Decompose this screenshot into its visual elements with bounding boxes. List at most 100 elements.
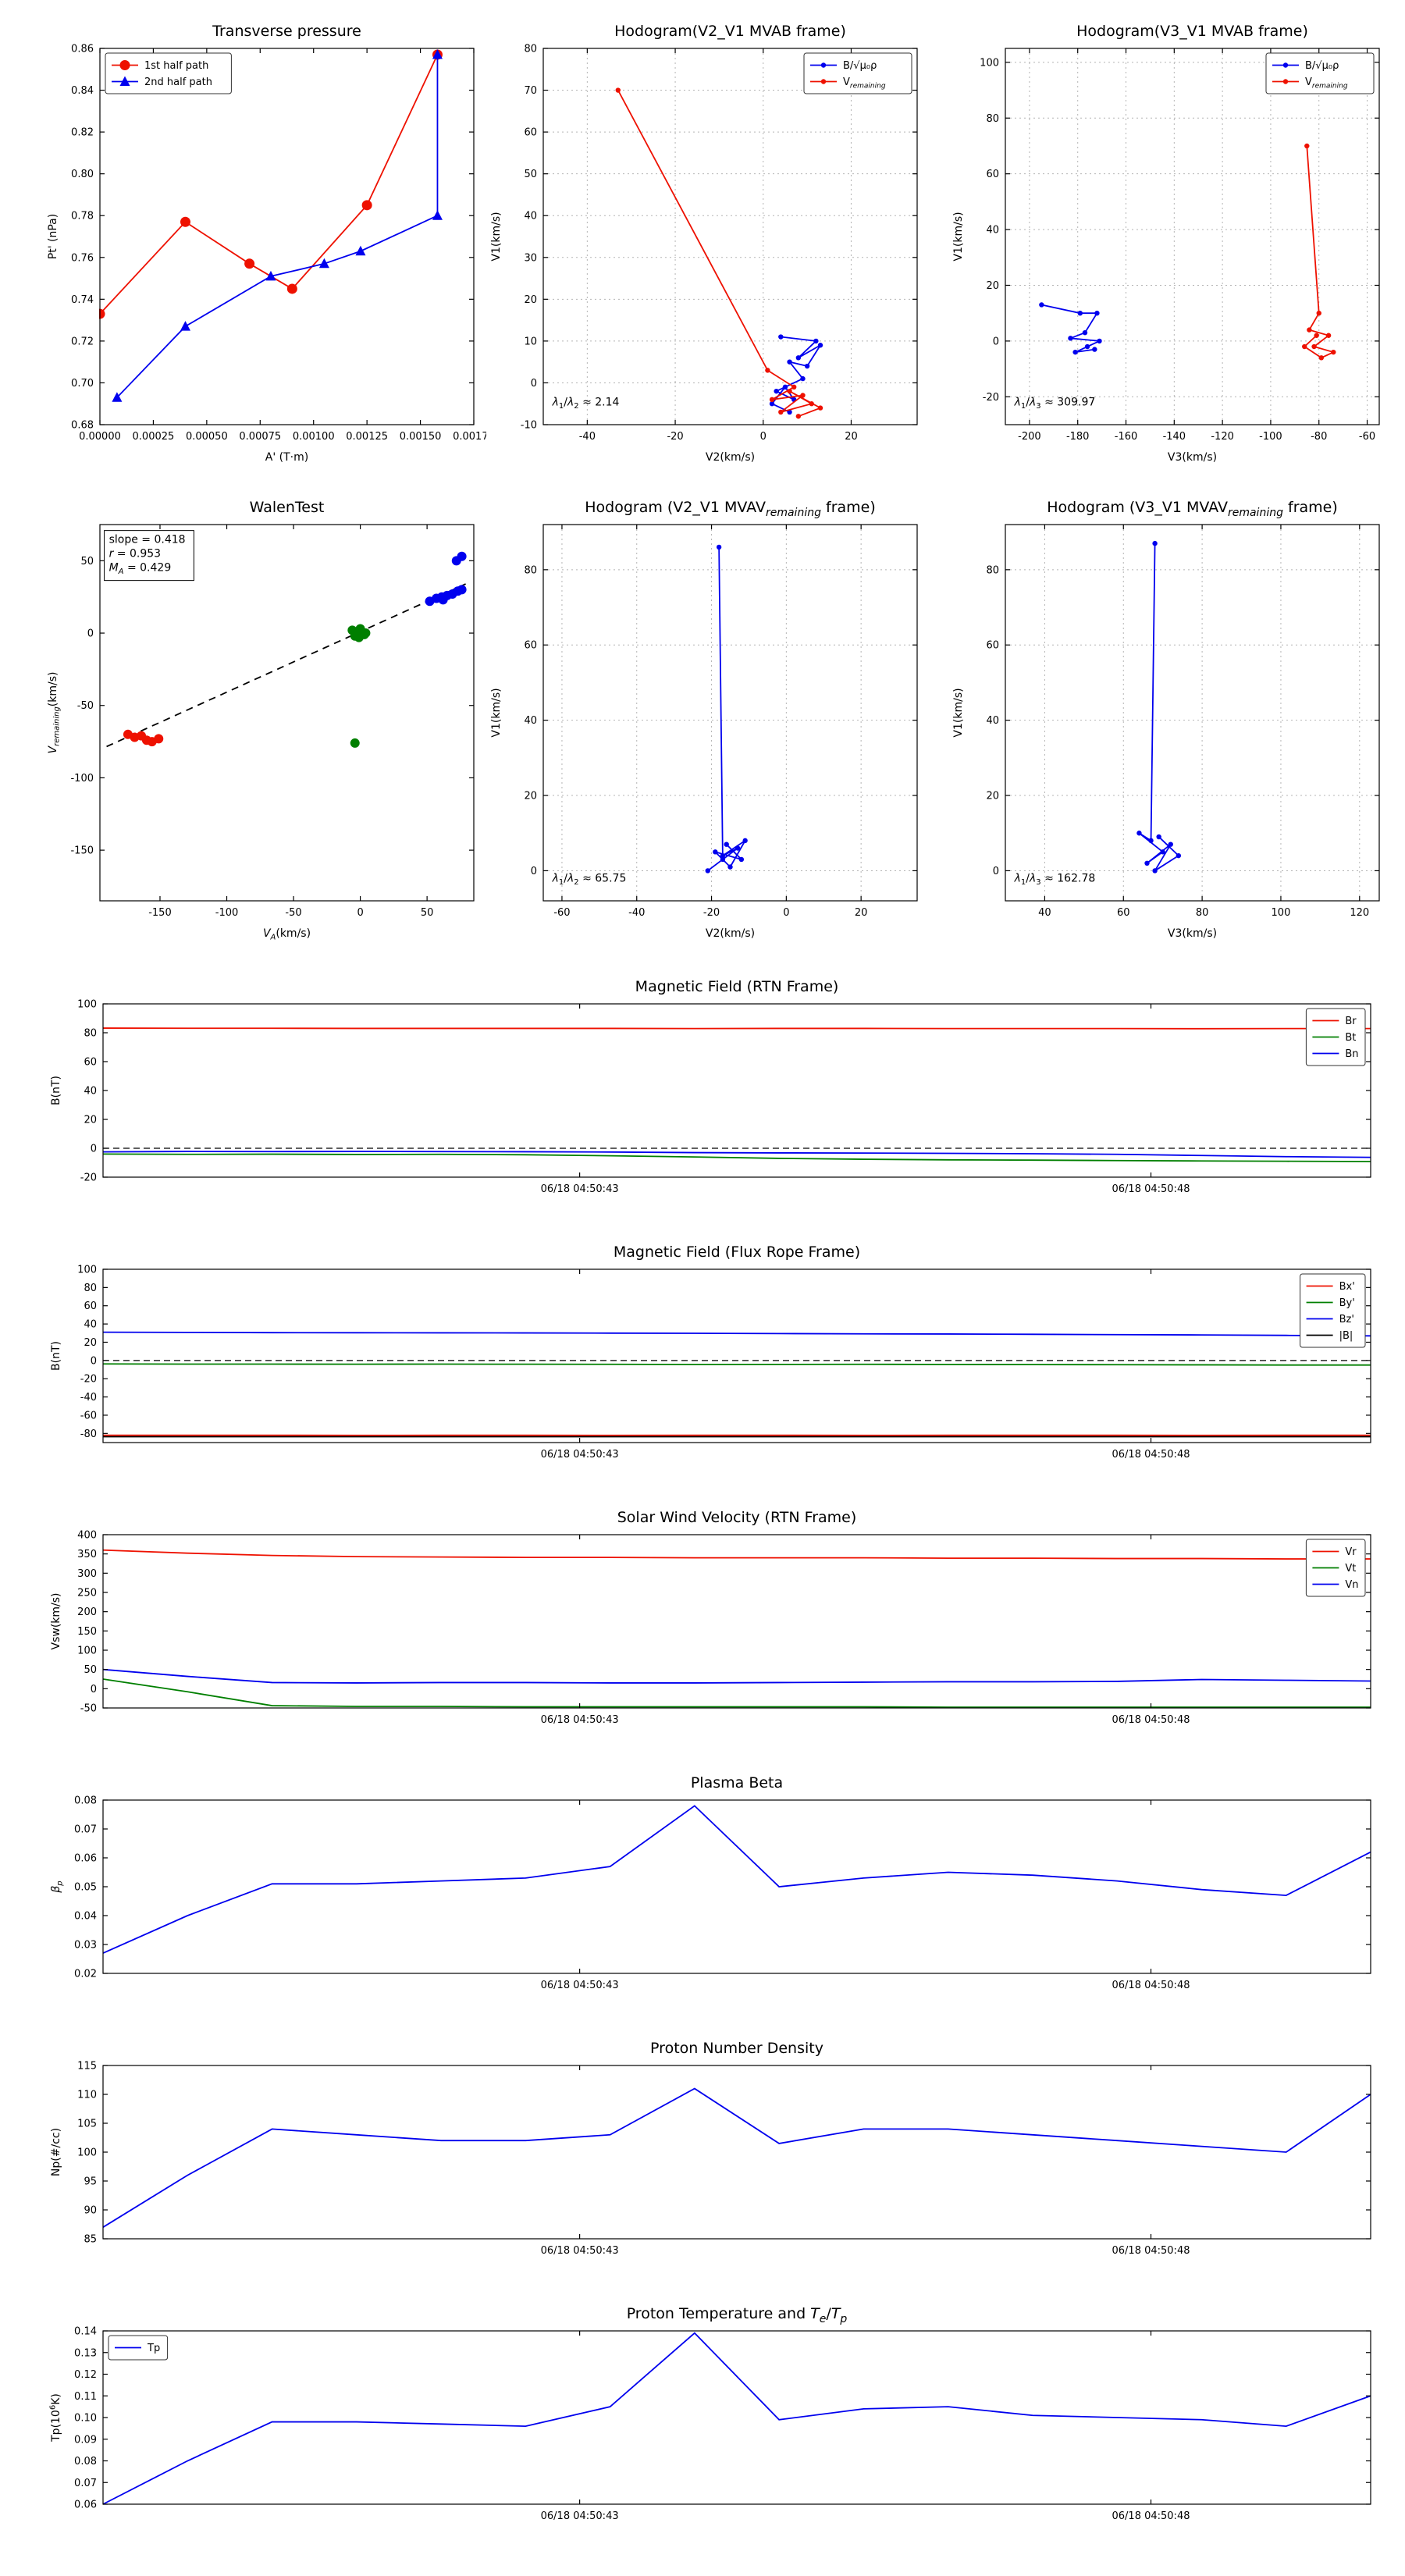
svg-text:-40: -40 — [579, 431, 596, 443]
svg-text:|B|: |B| — [1339, 1330, 1353, 1342]
svg-text:06/18 04:50:48: 06/18 04:50:48 — [1112, 2245, 1190, 2257]
svg-text:Transverse pressure: Transverse pressure — [212, 23, 361, 40]
svg-text:0.72: 0.72 — [71, 336, 94, 347]
svg-text:Magnetic Field (RTN Frame): Magnetic Field (RTN Frame) — [635, 978, 839, 995]
svg-text:40: 40 — [986, 715, 999, 727]
svg-text:Hodogram (V3_V1 MVAVremaining: Hodogram (V3_V1 MVAVremaining frame) — [1047, 499, 1338, 519]
svg-text:Hodogram (V2_V1 MVAVremaining: Hodogram (V2_V1 MVAVremaining frame) — [585, 499, 876, 519]
svg-text:0.00125: 0.00125 — [346, 431, 388, 443]
svg-text:Tp: Tp — [147, 2343, 160, 2354]
svg-text:B(nT): B(nT) — [50, 1341, 62, 1371]
svg-text:80: 80 — [1196, 907, 1209, 919]
svg-text:70: 70 — [524, 85, 537, 97]
svg-text:-150: -150 — [70, 845, 94, 857]
series-fit — [106, 582, 468, 748]
svg-text:20: 20 — [855, 907, 868, 919]
svg-text:Proton Number Density: Proton Number Density — [650, 2040, 823, 2057]
svg-text:-160: -160 — [1115, 431, 1138, 443]
svg-text:40: 40 — [524, 211, 537, 222]
svg-text:40: 40 — [986, 225, 999, 237]
svg-text:20: 20 — [524, 294, 537, 306]
svg-text:-100: -100 — [215, 907, 239, 919]
svg-text:-50: -50 — [77, 700, 94, 712]
svg-text:300: 300 — [77, 1568, 97, 1580]
svg-text:0.70: 0.70 — [71, 378, 94, 390]
svg-text:0: 0 — [783, 907, 789, 919]
svg-text:06/18 04:50:48: 06/18 04:50:48 — [1112, 1183, 1190, 1195]
svg-text:r = 0.953: r = 0.953 — [109, 548, 161, 560]
svg-text:0: 0 — [531, 866, 537, 877]
svg-text:Vr: Vr — [1345, 1546, 1357, 1558]
chart-p10: 06/18 04:50:43 06/18 04:50:48 0.02 0.03 0.04… — [50, 1774, 1371, 1991]
series-np — [102, 2087, 1371, 2228]
svg-text:-20: -20 — [703, 907, 720, 919]
svg-text:0.86: 0.86 — [71, 44, 94, 55]
svg-text:-20: -20 — [80, 1374, 97, 1386]
svg-text:B(nT): B(nT) — [50, 1076, 62, 1105]
svg-text:Bn: Bn — [1345, 1048, 1358, 1060]
svg-text:-20: -20 — [667, 431, 683, 443]
svg-text:-50: -50 — [80, 1703, 97, 1715]
series-vremaining — [1302, 143, 1336, 361]
svg-text:0.10: 0.10 — [74, 2413, 97, 2425]
svg-text:0.00150: 0.00150 — [400, 431, 442, 443]
svg-text:0: 0 — [91, 1144, 97, 1155]
chart-p3: -200 -180 -160 -140 -120 -100 -80 -60-200204060… — [952, 23, 1380, 464]
svg-text:0.14: 0.14 — [74, 2326, 97, 2338]
series-bt — [102, 1153, 1371, 1162]
svg-text:0: 0 — [91, 1684, 97, 1695]
svg-text:0.06: 0.06 — [74, 2500, 97, 2511]
svg-text:-200: -200 — [1018, 431, 1041, 443]
svg-text:-180: -180 — [1066, 431, 1090, 443]
svg-text:20: 20 — [986, 791, 999, 802]
svg-text:50: 50 — [421, 907, 434, 919]
svg-text:Vn: Vn — [1345, 1579, 1358, 1591]
svg-text:-150: -150 — [148, 907, 172, 919]
svg-text:0.05: 0.05 — [74, 1882, 97, 1894]
svg-text:V3(km/s): V3(km/s) — [1168, 451, 1217, 464]
svg-text:MA = 0.429: MA = 0.429 — [109, 562, 172, 577]
series-first-half — [123, 729, 164, 747]
svg-text:-20: -20 — [983, 392, 999, 404]
svg-text:Np(#/cc): Np(#/cc) — [50, 2128, 62, 2176]
svg-text:-40: -40 — [628, 907, 645, 919]
svg-text:60: 60 — [84, 1300, 97, 1312]
chart-p7: 06/18 04:50:43 06/18 04:50:48 -20 0 20 40 60 80… — [50, 978, 1371, 1195]
chart-p5: -60 -40 -20 0 20 0 20 40 60 80 Hodogram (V2_V1 MVA… — [490, 499, 918, 940]
series-tp — [102, 2332, 1371, 2505]
svg-text:0.84: 0.84 — [71, 85, 94, 97]
svg-text:0.78: 0.78 — [71, 211, 94, 222]
series-vr — [102, 1549, 1371, 1560]
svg-text:50: 50 — [84, 1664, 97, 1676]
svg-text:Magnetic Field (Flux Rope Fram: Magnetic Field (Flux Rope Frame) — [614, 1244, 860, 1261]
svg-text:-60: -60 — [553, 907, 570, 919]
svg-text:-80: -80 — [1311, 431, 1327, 443]
svg-text:0.12: 0.12 — [74, 2369, 97, 2381]
svg-text:110: 110 — [77, 2090, 97, 2101]
svg-text:06/18 04:50:48: 06/18 04:50:48 — [1112, 1714, 1190, 1726]
series-vt — [102, 1678, 1371, 1708]
svg-text:80: 80 — [84, 1028, 97, 1040]
svg-text:0.04: 0.04 — [74, 1911, 97, 1923]
svg-text:50: 50 — [524, 169, 537, 180]
svg-text:0.00050: 0.00050 — [186, 431, 228, 443]
chart-p4: -150 -100 -50 0 50 -150 -100 -50 0 50 WalenTest VA(… — [47, 499, 475, 942]
svg-text:06/18 04:50:48: 06/18 04:50:48 — [1112, 1449, 1190, 1461]
svg-text:40: 40 — [84, 1086, 97, 1098]
svg-text:Bz': Bz' — [1339, 1314, 1354, 1325]
svg-text:350: 350 — [77, 1549, 97, 1560]
svg-text:V1(km/s): V1(km/s) — [490, 688, 503, 737]
svg-text:-20: -20 — [80, 1172, 97, 1184]
series-center — [347, 624, 371, 748]
svg-text:V2(km/s): V2(km/s) — [706, 927, 755, 940]
svg-text:105: 105 — [77, 2119, 97, 2130]
svg-text:-140: -140 — [1163, 431, 1186, 443]
svg-text:0: 0 — [87, 628, 94, 640]
svg-text:B/√μ₀ρ: B/√μ₀ρ — [843, 60, 877, 72]
svg-text:100: 100 — [1272, 907, 1291, 919]
svg-text:Solar Wind Velocity (RTN Frame: Solar Wind Velocity (RTN Frame) — [617, 1509, 857, 1526]
svg-text:100: 100 — [77, 999, 97, 1011]
svg-text:400: 400 — [77, 1530, 97, 1542]
chart-p11: 06/18 04:50:43 06/18 04:50:48 85 90 95 100 105… — [50, 2040, 1371, 2257]
